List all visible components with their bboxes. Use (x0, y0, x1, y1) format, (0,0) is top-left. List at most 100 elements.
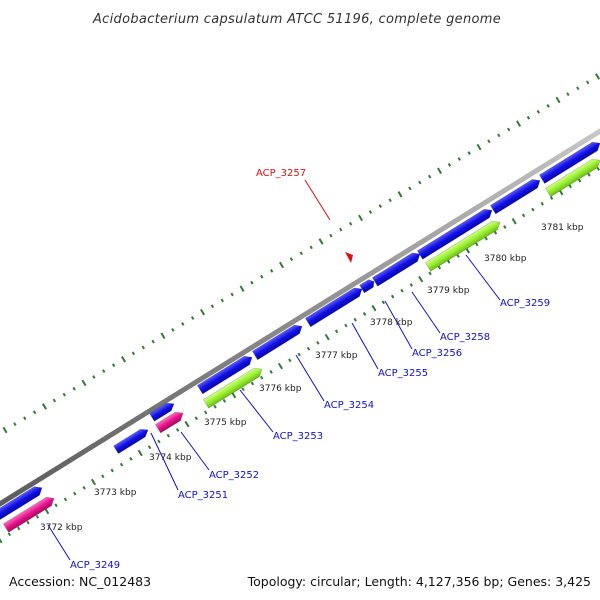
gene-acp-3249 (0, 486, 43, 522)
guide-dot-upper (497, 133, 501, 138)
guide-dot-upper (397, 191, 403, 198)
gene-label-acp-3253[interactable]: ACP_3253 (273, 431, 323, 442)
gene-label-acp-3258[interactable]: ACP_3258 (440, 332, 490, 343)
gene-acp-3251-shape (113, 428, 149, 454)
gene-label-acp-3252[interactable]: ACP_3252 (209, 470, 259, 481)
guide-dot-lower (7, 532, 12, 537)
gene-label-acp-3251[interactable]: ACP_3251 (178, 490, 228, 501)
guide-dot-lower (324, 333, 330, 341)
gene-acp-3259-shape (416, 208, 493, 260)
guide-dot-lower (344, 323, 348, 328)
guide-dot-upper (160, 332, 166, 339)
gene-labels: ACP_3249 ACP_3251 ACP_3252 ACP_3253 ACP_… (70, 168, 550, 571)
gene-acp-3255 (304, 287, 363, 328)
guide-dot-lower (297, 352, 301, 357)
accession-text: Accession: NC_012483 (9, 574, 151, 589)
guide-dot-lower (35, 514, 40, 519)
guide-dot-upper (506, 127, 511, 132)
guide-dot-upper (289, 257, 294, 262)
callout-line (384, 300, 413, 350)
guide-dot-lower (250, 381, 255, 386)
guide-dot-lower (241, 387, 245, 392)
guide-dot-upper (378, 204, 382, 208)
guide-dot-lower (362, 312, 367, 316)
guide-dot-upper (595, 73, 600, 80)
guide-dot-upper (181, 322, 185, 326)
guide-dot-upper (141, 345, 145, 350)
guide-dot-lower (260, 375, 264, 380)
tick-label: 3772 kbp (40, 523, 83, 533)
guide-dot-lower (184, 420, 190, 428)
guide-dot-lower (194, 416, 199, 421)
genome-backbone (0, 128, 600, 507)
tick-label: 3775 kbp (204, 418, 247, 428)
guide-dot-lower (306, 346, 311, 351)
guide-dot-lower (521, 213, 526, 218)
guide-dot-lower (549, 196, 554, 200)
callout-line (304, 179, 331, 221)
guide-dot-lower (400, 288, 404, 293)
guide-dot-lower (381, 300, 385, 305)
gene-label-acp-3257[interactable]: ACP_3257 (256, 168, 306, 179)
guide-dot-upper (447, 162, 452, 167)
gene-forward-a-shape (489, 179, 541, 215)
callout-line (465, 254, 501, 301)
callout-line (47, 524, 71, 561)
guide-dot-upper (467, 151, 471, 155)
guide-dot-lower (231, 391, 237, 399)
gene-rna-3249 (2, 496, 55, 533)
guide-dot-lower (493, 230, 498, 235)
guide-dot-upper (23, 416, 27, 421)
gene-acp-3257-marker (345, 252, 353, 263)
tick-label: 3778 kbp (370, 318, 413, 328)
guide-dot-lower (90, 478, 97, 486)
guide-dot-upper (487, 139, 491, 144)
gene-forward-b-shape (538, 141, 600, 184)
gene-acp-3251 (113, 428, 149, 454)
guide-dot-lower (277, 362, 284, 370)
callout-line (180, 431, 210, 471)
guide-dot-upper (111, 363, 116, 368)
guide-dot-upper (239, 285, 245, 292)
gene-label-acp-3259[interactable]: ACP_3259 (500, 298, 550, 309)
gene-label-acp-3254[interactable]: ACP_3254 (324, 400, 374, 411)
guide-dot-upper (250, 280, 254, 285)
guide-dot-upper (269, 269, 274, 273)
gene-acp-3254-shape (251, 324, 303, 361)
guide-dot-lower (596, 167, 600, 171)
guide-dot-upper (576, 86, 580, 91)
gene-rna-3252-shape (154, 411, 184, 434)
guide-dot-upper (437, 167, 443, 175)
tick-label: 3774 kbp (149, 453, 192, 463)
gene-reverse-b-shape (544, 158, 600, 198)
tick-label: 3777 kbp (315, 351, 358, 361)
guide-dot-lower (137, 449, 143, 457)
guide-dot-upper (299, 251, 303, 256)
guide-dot-lower (390, 294, 395, 299)
guide-dot-upper (42, 403, 48, 410)
gene-label-acp-3256[interactable]: ACP_3256 (412, 348, 462, 359)
guide-dot-upper (566, 92, 570, 97)
gene-acp-3258-shape (371, 252, 421, 287)
guide-dot-lower (316, 341, 320, 345)
guide-dot-upper (230, 292, 234, 297)
gene-acp-3255-shape (304, 287, 363, 328)
guide-dot-lower (511, 217, 517, 225)
guide-dot-lower (577, 178, 582, 183)
guide-dot-lower (0, 538, 3, 544)
guide-dot-lower (503, 225, 507, 229)
guide-dot-lower (428, 271, 432, 276)
gene-label-acp-3255[interactable]: ACP_3255 (378, 368, 428, 379)
guide-dot-upper (220, 298, 224, 303)
gene-acp-3258 (371, 252, 421, 287)
guide-dot-upper (368, 210, 373, 214)
guide-dot-upper (200, 308, 206, 316)
guide-dot-upper (457, 157, 461, 161)
genome-summary-text: Topology: circular; Length: 4,127,356 bp… (247, 574, 591, 589)
gene-label-acp-3249[interactable]: ACP_3249 (70, 560, 120, 571)
guide-dot-upper (536, 109, 540, 114)
gene-acp-3252-shape (149, 402, 175, 422)
guide-dot-lower (119, 462, 124, 467)
tick-label: 3773 kbp (94, 488, 137, 498)
